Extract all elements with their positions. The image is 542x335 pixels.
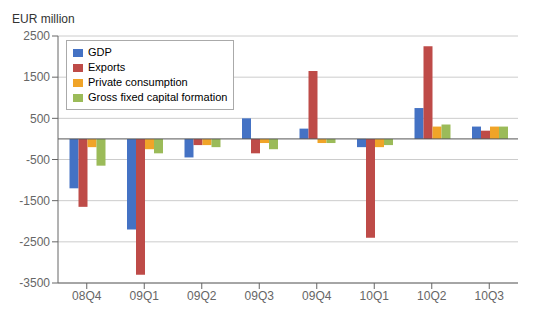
svg-text:09Q3: 09Q3 xyxy=(245,289,275,303)
svg-text:500: 500 xyxy=(30,112,50,126)
svg-text:09Q2: 09Q2 xyxy=(187,289,217,303)
svg-text:09Q1: 09Q1 xyxy=(130,289,160,303)
svg-text:10Q1: 10Q1 xyxy=(360,289,390,303)
svg-text:-500: -500 xyxy=(26,153,50,167)
svg-text:-1500: -1500 xyxy=(19,194,50,208)
svg-text:08Q4: 08Q4 xyxy=(72,289,102,303)
html-text:GDP: GDP xyxy=(88,46,112,58)
svg-text:-2500: -2500 xyxy=(19,235,50,249)
svg-text:10Q2: 10Q2 xyxy=(417,289,447,303)
svg-text:-3500: -3500 xyxy=(19,276,50,290)
svg-text:2500: 2500 xyxy=(23,29,50,43)
html-text:EUR million: EUR million xyxy=(12,12,75,26)
svg-text:1500: 1500 xyxy=(23,70,50,84)
html-text:Exports: Exports xyxy=(88,61,126,73)
html-text:Gross fixed capital formation: Gross fixed capital formation xyxy=(88,91,228,103)
svg-text:09Q4: 09Q4 xyxy=(302,289,332,303)
svg-text:10Q3: 10Q3 xyxy=(475,289,505,303)
html-text:Private consumption: Private consumption xyxy=(88,76,188,88)
